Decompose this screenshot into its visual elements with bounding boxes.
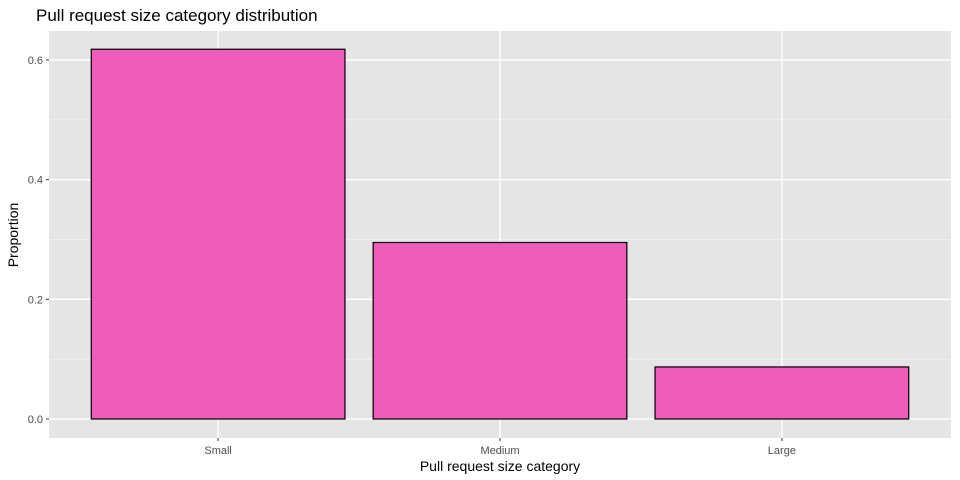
x-tick-label: Large xyxy=(768,445,796,457)
x-tick-label: Medium xyxy=(480,445,519,457)
x-axis: Small Medium Large xyxy=(204,438,796,457)
x-axis-title: Pull request size category xyxy=(420,458,580,474)
x-tick-label: Small xyxy=(204,445,232,457)
y-axis: 0.0 0.2 0.4 0.6 xyxy=(28,55,49,426)
y-tick-label: 0.0 xyxy=(28,414,43,426)
bar-medium xyxy=(372,241,628,420)
y-tick-label: 0.6 xyxy=(28,55,43,67)
y-tick-label: 0.2 xyxy=(28,294,43,306)
bar-large xyxy=(654,366,910,420)
y-tick-label: 0.4 xyxy=(28,175,43,187)
bar-small xyxy=(90,48,346,420)
y-axis-title: Proportion xyxy=(5,203,21,268)
bars xyxy=(90,48,910,420)
chart-title: Pull request size category distribution xyxy=(36,6,318,25)
